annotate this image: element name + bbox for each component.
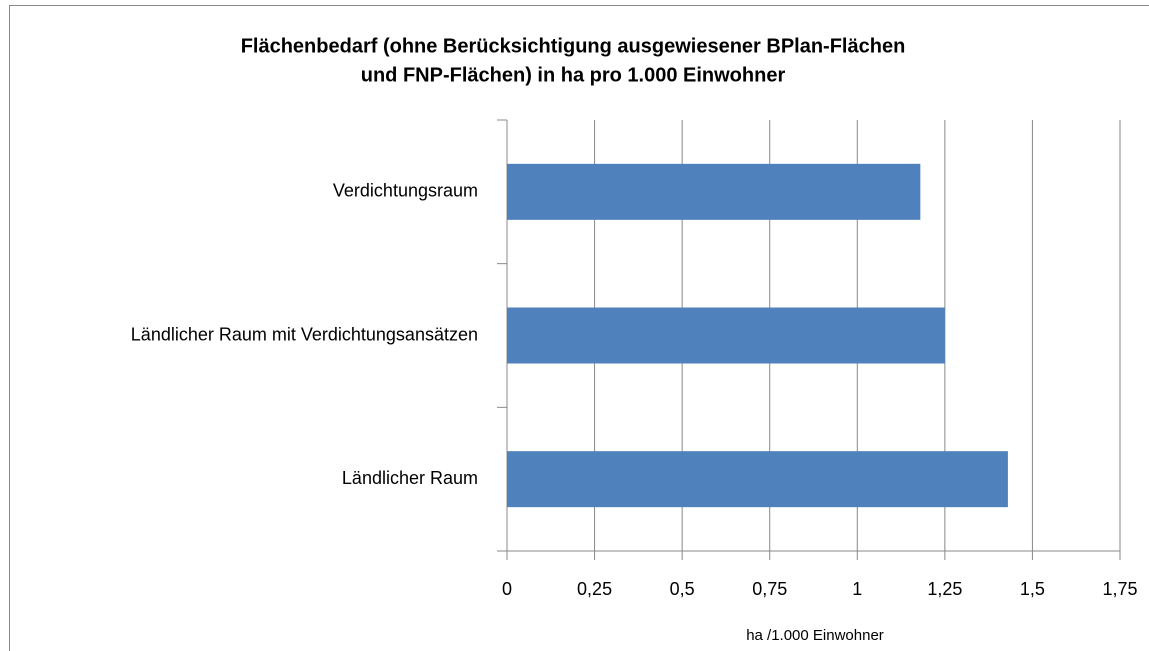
chart-frame (9, 5, 1149, 651)
x-tick-label: 1 (852, 579, 862, 599)
bar (507, 163, 921, 220)
x-tick-label: 1,25 (927, 579, 962, 599)
bar (507, 451, 1008, 508)
x-axis-label: ha /1.000 Einwohner (746, 627, 884, 644)
x-tick-label: 0,5 (670, 579, 695, 599)
chart-title: und FNP-Flächen) in ha pro 1.000 Einwohn… (361, 64, 786, 86)
x-tick-label: 1,75 (1102, 579, 1137, 599)
y-tick-label: Ländlicher Raum (342, 468, 478, 488)
bar (507, 307, 945, 364)
x-tick-label: 0,75 (752, 579, 787, 599)
x-tick-label: 1,5 (1020, 579, 1045, 599)
y-tick-label: Verdichtungsraum (333, 181, 478, 201)
y-tick-label: Ländlicher Raum mit Verdichtungsansätzen (131, 324, 478, 344)
chart-title: Flächenbedarf (ohne Berücksichtigung aus… (241, 35, 906, 57)
x-tick-label: 0,25 (577, 579, 612, 599)
x-tick-label: 0 (502, 579, 512, 599)
